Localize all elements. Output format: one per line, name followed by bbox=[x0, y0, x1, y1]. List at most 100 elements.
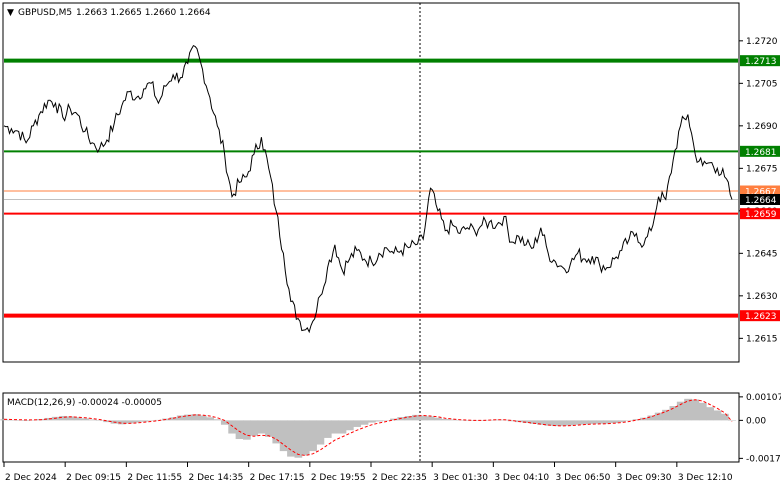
price-tick-label: 1.2705 bbox=[746, 79, 778, 89]
macd-histogram bbox=[0, 398, 737, 458]
macd-bar bbox=[375, 420, 384, 422]
macd-bar bbox=[191, 414, 200, 421]
macd-bar bbox=[147, 420, 156, 421]
macd-bar bbox=[7, 419, 16, 421]
macd-bar bbox=[169, 417, 178, 421]
level-label: 1.2623 bbox=[745, 312, 777, 322]
price-line bbox=[3, 44, 733, 334]
macd-tick-label: 0.00 bbox=[746, 416, 766, 426]
time-axis: 2 Dec 2024 2 Dec 09:15 2 Dec 11:55 2 Dec 14… bbox=[3, 462, 733, 483]
macd-bar bbox=[647, 415, 656, 421]
level-label-box bbox=[740, 185, 780, 197]
macd-signal-line bbox=[3, 399, 733, 457]
macd-bar bbox=[81, 418, 89, 421]
macd-bar bbox=[59, 415, 67, 421]
macd-bar bbox=[228, 420, 237, 434]
time-tick-label: 3 Dec 01:30 bbox=[433, 473, 488, 483]
macd-bar bbox=[353, 420, 362, 427]
time-tick-label: 2 Dec 2024 bbox=[5, 473, 57, 483]
macd-bar bbox=[331, 420, 339, 434]
macd-bar bbox=[684, 398, 692, 421]
macd-bar bbox=[551, 420, 560, 427]
macd-bar bbox=[29, 419, 38, 421]
level-labels: 1.2713 1.2681 1.2667 1.2659 1.2623 1.2664 bbox=[740, 55, 780, 322]
time-tick-label: 3 Dec 09:30 bbox=[617, 473, 672, 483]
time-tick-label: 3 Dec 06:50 bbox=[556, 473, 611, 483]
level-label: 1.2681 bbox=[745, 148, 777, 158]
macd-bar bbox=[588, 420, 597, 424]
macd-bar bbox=[720, 413, 729, 421]
level-lines bbox=[4, 58, 738, 318]
macd-tick-label: -0.00173 bbox=[746, 454, 781, 464]
macd-bar bbox=[441, 419, 450, 421]
macd-bar bbox=[140, 420, 148, 422]
macd-indicator-label: MACD(12,26,9) -0.00024 -0.00005 bbox=[7, 398, 162, 408]
macd-bar bbox=[493, 419, 501, 421]
macd-bar bbox=[368, 420, 376, 423]
price-tick-label: 1.2690 bbox=[746, 122, 778, 132]
macd-bar bbox=[419, 415, 428, 421]
macd-bar bbox=[507, 420, 516, 422]
macd-bar bbox=[309, 420, 317, 452]
macd-bar bbox=[287, 420, 295, 457]
price-tick-label: 1.2630 bbox=[746, 292, 778, 302]
level-label-box bbox=[740, 208, 780, 220]
time-tick-label: 2 Dec 17:15 bbox=[250, 473, 305, 483]
macd-bar bbox=[434, 417, 442, 421]
macd-bar bbox=[184, 414, 192, 421]
macd-bar bbox=[0, 419, 9, 421]
price-series bbox=[3, 44, 733, 334]
price-tick-label: 1.2615 bbox=[746, 334, 778, 344]
macd-bar bbox=[66, 416, 75, 421]
macd-bar bbox=[662, 409, 670, 421]
macd-bar bbox=[265, 420, 273, 437]
macd-bar bbox=[713, 410, 722, 421]
macd-bar bbox=[257, 420, 266, 434]
macd-bar bbox=[478, 420, 487, 421]
macd-bar bbox=[426, 416, 435, 421]
macd-bar bbox=[95, 420, 104, 421]
macd-bar bbox=[250, 420, 259, 436]
price-tick-label: 1.2645 bbox=[746, 249, 778, 259]
macd-bar bbox=[360, 420, 369, 425]
macd-bar bbox=[632, 419, 641, 421]
macd-bar bbox=[294, 420, 303, 458]
macd-bar bbox=[595, 420, 604, 424]
level-label-box bbox=[740, 145, 780, 157]
time-tick-label: 2 Dec 14:35 bbox=[189, 473, 244, 483]
macd-bar bbox=[573, 420, 582, 425]
time-tick-label: 2 Dec 11:55 bbox=[127, 473, 182, 483]
macd-bar bbox=[618, 420, 626, 423]
macd-bar bbox=[73, 417, 82, 421]
time-tick-label: 2 Dec 09:15 bbox=[66, 473, 121, 483]
macd-bar bbox=[117, 420, 126, 425]
macd-bar bbox=[676, 401, 685, 421]
macd-bar bbox=[706, 407, 715, 421]
macd-bar bbox=[301, 420, 310, 456]
macd-bar bbox=[529, 420, 538, 424]
macd-bar bbox=[279, 420, 288, 452]
level-label: 1.2659 bbox=[745, 210, 777, 220]
macd-bar bbox=[463, 420, 472, 421]
macd-bar bbox=[44, 417, 53, 421]
macd-bar bbox=[448, 419, 457, 421]
macd-bar bbox=[654, 412, 663, 421]
current-price-label: 1.2664 bbox=[745, 196, 777, 206]
dropdown-arrow-icon[interactable]: ▼ bbox=[7, 8, 14, 18]
current-price-box bbox=[740, 194, 780, 205]
level-label: 1.2667 bbox=[745, 188, 777, 198]
macd-bar bbox=[316, 420, 325, 445]
time-tick-label: 3 Dec 12:10 bbox=[678, 473, 733, 483]
price-tick-label: 1.2675 bbox=[746, 164, 778, 174]
macd-bar bbox=[698, 402, 707, 421]
macd-bar bbox=[235, 420, 244, 440]
macd-bar bbox=[125, 420, 134, 424]
level-label-box bbox=[740, 55, 780, 67]
macd-bar bbox=[198, 415, 207, 421]
time-tick-label: 2 Dec 19:55 bbox=[311, 473, 366, 483]
macd-bar bbox=[220, 420, 229, 425]
macd-bar bbox=[15, 420, 23, 421]
time-tick-label: 3 Dec 04:10 bbox=[494, 473, 549, 483]
macd-tick-label: 0.00107 bbox=[746, 393, 781, 403]
